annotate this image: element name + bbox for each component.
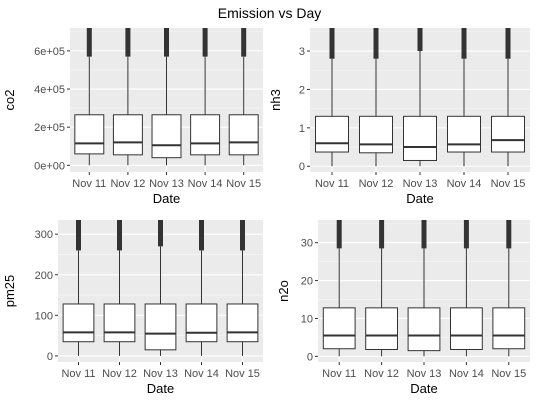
iqr-box — [492, 307, 526, 350]
y-tick-label: 0 — [307, 351, 313, 363]
iqr-box — [228, 114, 259, 156]
box-nov-14 — [450, 220, 483, 357]
box-nov-15 — [491, 28, 525, 167]
x-tick-label: Nov 11 — [322, 368, 356, 380]
y-tick-label: 3 — [299, 46, 305, 58]
y-tick-label: 30 — [301, 238, 313, 250]
x-axis-title: Date — [406, 191, 433, 206]
y-axis-title: pm25 — [2, 275, 17, 308]
iqr-box — [62, 303, 95, 343]
y-tick-label: 200 — [35, 270, 53, 282]
box-nov-11 — [322, 220, 356, 357]
x-tick-label: Nov 13 — [403, 178, 438, 190]
y-tick-label: 20 — [301, 276, 313, 288]
panel-pm25: 0 100 200 300 Nov 11 Nov 12 Nov 13 Nov 14 Nov 15… — [2, 220, 263, 396]
box-nov-12 — [103, 220, 136, 356]
y-tick-label: 2e+05 — [34, 122, 65, 134]
iqr-box — [112, 114, 143, 156]
y-tick-label: 100 — [35, 310, 53, 322]
x-tick-label: Nov 15 — [225, 368, 260, 380]
iqr-box — [315, 115, 349, 153]
panel-co2: 0e+00 2e+05 4e+05 6e+05 Nov 11 Nov 12 Nov 13 No… — [2, 28, 263, 206]
x-tick-label: Nov 15 — [491, 178, 526, 190]
iqr-box — [407, 307, 441, 352]
box-nov-11 — [315, 28, 349, 167]
y-axis-title: nh3 — [268, 89, 283, 111]
y-tick-label: 300 — [35, 229, 53, 241]
x-axis-title: Date — [153, 191, 180, 206]
panel-n2o: 0 10 20 30 Nov 11 Nov 12 Nov 13 Nov 14 Nov 15 Dat… — [276, 220, 530, 396]
iqr-box — [365, 307, 399, 351]
iqr-box — [151, 114, 182, 159]
y-tick-label: 0e+00 — [34, 160, 65, 172]
x-tick-label: Nov 15 — [491, 368, 526, 380]
iqr-box — [74, 114, 105, 155]
iqr-box — [103, 303, 136, 343]
iqr-box — [403, 115, 437, 161]
iqr-box — [190, 114, 221, 156]
iqr-box — [447, 115, 481, 153]
x-tick-label: Nov 12 — [359, 178, 394, 190]
x-tick-label: Nov 13 — [149, 178, 184, 190]
y-tick-label: 0 — [47, 351, 53, 363]
y-tick-label: 0 — [299, 161, 305, 173]
iqr-box — [450, 307, 483, 351]
box-nov-12 — [112, 28, 143, 166]
y-tick-label: 1 — [299, 123, 305, 135]
box-nov-11 — [62, 220, 95, 356]
x-tick-label: Nov 12 — [110, 178, 145, 190]
x-tick-label: Nov 11 — [72, 178, 106, 190]
box-nov-14 — [447, 28, 481, 167]
box-nov-13 — [403, 28, 437, 167]
iqr-box — [491, 115, 525, 153]
x-tick-label: Nov 13 — [407, 368, 442, 380]
box-nov-11 — [74, 28, 105, 166]
box-nov-13 — [407, 220, 441, 357]
y-tick-label: 2 — [299, 84, 305, 96]
figure-title: Emission vs Day — [218, 5, 321, 21]
box-nov-15 — [228, 28, 259, 166]
x-tick-label: Nov 12 — [364, 368, 399, 380]
y-axis-title: n2o — [276, 280, 291, 302]
iqr-box — [322, 307, 356, 350]
iqr-box — [185, 303, 218, 343]
box-nov-15 — [226, 220, 259, 356]
x-axis-title: Date — [147, 381, 174, 396]
box-nov-12 — [359, 28, 393, 167]
panel-nh3: 0 1 2 3 Nov 11 Nov 12 Nov 13 Nov 14 Nov 15 Date nh… — [268, 28, 530, 206]
x-tick-label: Nov 12 — [102, 368, 137, 380]
iqr-box — [226, 303, 259, 343]
x-tick-label: Nov 13 — [143, 368, 178, 380]
x-tick-label: Nov 15 — [226, 178, 261, 190]
y-tick-label: 4e+05 — [34, 84, 65, 96]
x-tick-label: Nov 14 — [188, 178, 223, 190]
box-nov-12 — [365, 220, 399, 357]
x-tick-label: Nov 14 — [184, 368, 219, 380]
box-nov-14 — [190, 28, 221, 166]
box-nov-13 — [151, 28, 182, 166]
x-tick-label: Nov 14 — [449, 368, 484, 380]
box-nov-13 — [144, 220, 177, 356]
iqr-box — [144, 303, 177, 351]
x-tick-label: Nov 11 — [315, 178, 349, 190]
y-tick-label: 6e+05 — [34, 46, 65, 58]
iqr-box — [359, 115, 393, 154]
x-axis-title: Date — [410, 381, 437, 396]
x-tick-label: Nov 14 — [447, 178, 482, 190]
box-nov-15 — [492, 220, 526, 357]
y-tick-label: 10 — [301, 313, 313, 325]
y-axis-title: co2 — [2, 90, 17, 111]
x-tick-label: Nov 11 — [61, 368, 95, 380]
box-nov-14 — [185, 220, 218, 356]
